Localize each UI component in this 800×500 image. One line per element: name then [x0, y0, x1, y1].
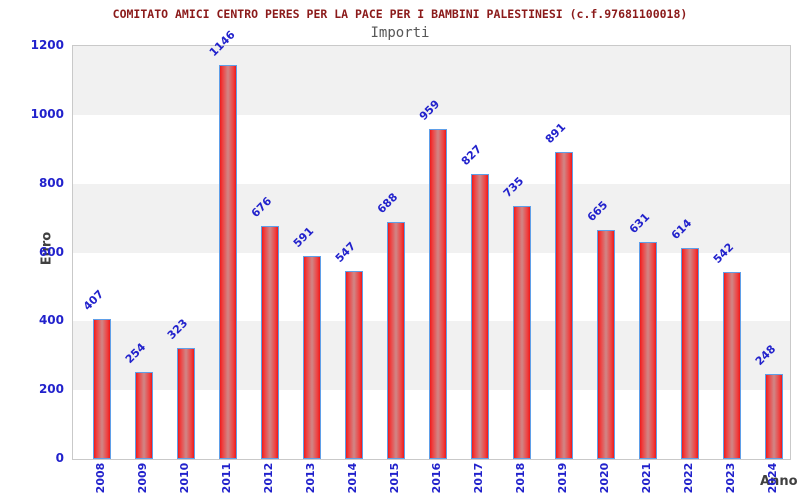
chart-title: COMITATO AMICI CENTRO PERES PER LA PACE …	[112, 7, 688, 21]
bar	[93, 319, 111, 459]
x-tick-label: 2014	[346, 462, 359, 494]
bar	[135, 372, 153, 459]
x-tick-label: 2017	[472, 462, 485, 494]
bar	[513, 206, 531, 459]
grid-band	[73, 46, 790, 115]
bar	[345, 271, 363, 459]
x-tick-label: 2009	[136, 462, 149, 494]
x-tick-label: 2019	[556, 462, 569, 494]
bar	[261, 226, 279, 459]
x-tick-label: 2018	[514, 462, 527, 494]
bar	[429, 129, 447, 459]
y-tick-label: 800	[38, 176, 64, 190]
x-tick-label: 2021	[640, 462, 653, 494]
x-tick-label: 2008	[94, 462, 107, 494]
y-tick-label: 0	[55, 451, 64, 465]
x-tick-label: 2020	[598, 462, 611, 494]
x-tick-label: 2022	[682, 462, 695, 494]
x-tick-label: 2016	[430, 462, 443, 494]
bar	[681, 248, 699, 459]
x-tick-label: 2013	[304, 462, 317, 494]
x-axis-title: Anno	[760, 474, 798, 489]
bar	[219, 65, 237, 459]
y-tick-label: 600	[38, 245, 64, 259]
y-tick-label: 200	[38, 382, 64, 396]
x-tick-label: 2012	[262, 462, 275, 494]
y-tick-label: 1000	[30, 107, 64, 121]
chart-subtitle: Importi	[370, 25, 430, 41]
bar	[303, 256, 321, 459]
bar	[639, 242, 657, 459]
x-tick-label: 2010	[178, 462, 191, 494]
bar	[555, 152, 573, 459]
bar	[723, 272, 741, 459]
bar	[765, 374, 783, 459]
y-tick-label: 1200	[30, 38, 64, 52]
bar	[177, 348, 195, 459]
x-tick-label: 2023	[724, 462, 737, 494]
plot-area	[72, 45, 791, 460]
bar	[387, 222, 405, 459]
bar	[471, 174, 489, 459]
x-tick-label: 2011	[220, 462, 233, 494]
bar	[597, 230, 615, 459]
y-tick-label: 400	[38, 313, 64, 327]
x-tick-label: 2015	[388, 462, 401, 494]
x-tick-label: 2024	[766, 462, 779, 494]
